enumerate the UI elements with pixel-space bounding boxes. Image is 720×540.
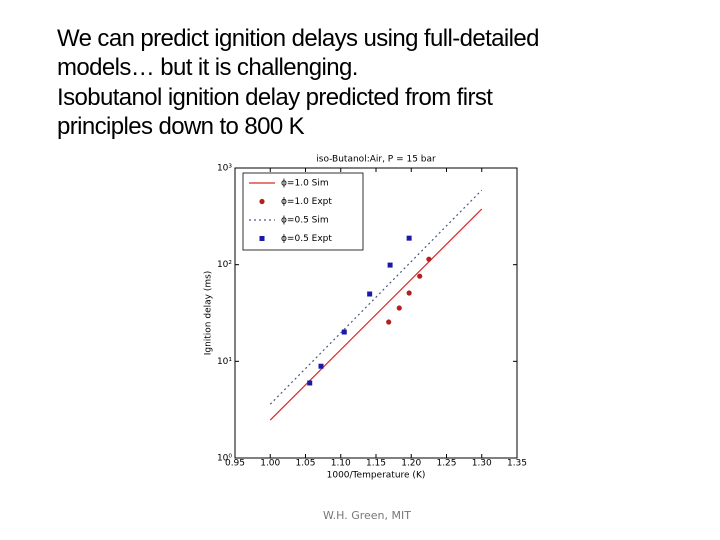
chart-title: iso-Butanol:Air, P = 15 bar [316, 155, 436, 165]
marker [417, 273, 423, 279]
marker [406, 235, 412, 241]
marker [426, 256, 432, 262]
y-axis-label: Ignition delay (ms) [204, 271, 214, 356]
legend-label: ϕ=1.0 Expt [281, 197, 332, 207]
x-tick-label: 1.25 [436, 459, 456, 469]
x-axis-label: 1000/Temperature (K) [327, 471, 426, 481]
slide-title: models… but it is challenging. [57, 54, 358, 81]
y-tick-label: 10³ [217, 164, 232, 174]
footer: W.H. Green, MIT [323, 509, 411, 522]
marker [318, 363, 324, 369]
legend-label: ϕ=0.5 Expt [281, 234, 332, 244]
marker [406, 290, 412, 296]
marker [386, 319, 392, 325]
x-tick-label: 1.15 [366, 459, 386, 469]
slide-title: Isobutanol ignition delay predicted from… [57, 84, 493, 111]
slide-title: We can predict ignition delays using ful… [57, 25, 539, 52]
x-tick-label: 1.05 [295, 459, 315, 469]
legend-swatch [259, 236, 265, 241]
x-tick-label: 1.30 [472, 459, 492, 469]
legend-label: ϕ=0.5 Sim [281, 216, 329, 226]
x-tick-label: 1.35 [507, 459, 527, 469]
legend-swatch [259, 198, 265, 205]
y-tick-label: 10² [217, 260, 232, 270]
series-line [269, 189, 483, 405]
marker [387, 262, 393, 268]
slide-title: principles down to 800 K [57, 113, 305, 140]
marker [341, 329, 347, 335]
marker [367, 291, 373, 297]
marker [307, 380, 313, 386]
series-line [269, 208, 483, 421]
y-tick-label: 10⁰ [217, 454, 232, 464]
x-tick-label: 1.20 [401, 459, 421, 469]
y-tick-label: 10¹ [217, 357, 232, 367]
x-tick-label: 0.95 [225, 459, 245, 469]
marker [396, 305, 402, 311]
legend-label: ϕ=1.0 Sim [281, 179, 329, 189]
x-tick-label: 1.00 [260, 459, 280, 469]
x-tick-label: 1.10 [331, 459, 351, 469]
